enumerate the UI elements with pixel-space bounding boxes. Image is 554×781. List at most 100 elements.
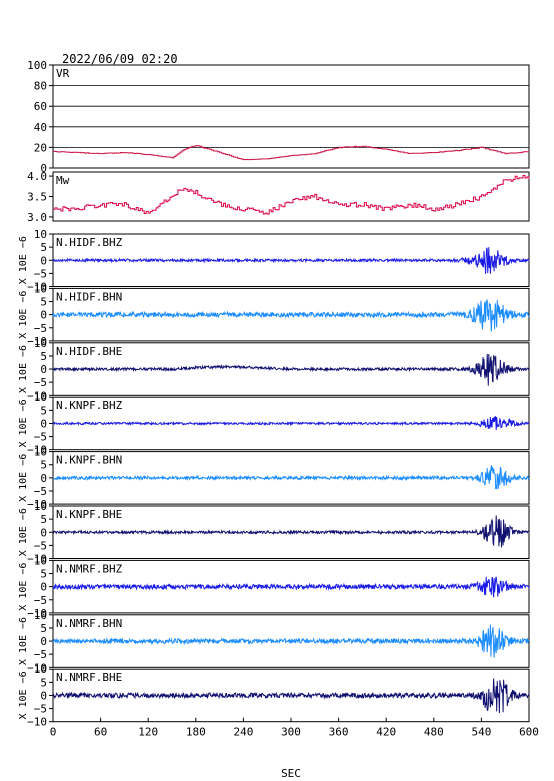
waveform-trace <box>52 624 530 658</box>
y-tick-label: −5 <box>34 703 47 716</box>
x-tick-label: 600 <box>519 726 539 739</box>
y-tick-label: 5 <box>40 350 47 363</box>
waveform-trace <box>52 576 530 598</box>
y-tick-label: −10 <box>27 335 47 348</box>
y-tick-label: 0 <box>40 417 47 430</box>
panel-label: N.NMRF.BHE <box>56 671 122 684</box>
waveform-y-label: X 10E −6 <box>18 617 29 665</box>
panel-label: N.NMRF.BHZ <box>56 562 123 575</box>
y-tick-label: −10 <box>27 389 47 402</box>
y-tick-label: −5 <box>34 431 47 444</box>
y-tick-label: 5 <box>40 296 47 309</box>
x-tick-label: 120 <box>138 726 158 739</box>
waveform-trace <box>52 299 530 332</box>
x-tick-label: 180 <box>186 726 206 739</box>
y-tick-label: −10 <box>27 498 47 511</box>
y-tick-label: −5 <box>34 376 47 389</box>
waveform-y-label: X 10E −6 <box>18 454 29 502</box>
y-tick-label: 10 <box>34 609 47 622</box>
panel-frame <box>52 64 530 169</box>
y-tick-label: 10 <box>34 554 47 567</box>
x-tick-label: 240 <box>233 726 253 739</box>
panel-label: N.KNPF.BHE <box>56 508 122 521</box>
waveform-y-label: X 10E −6 <box>18 671 29 719</box>
y-tick-label: 0 <box>40 689 47 702</box>
x-tick-label: 420 <box>376 726 396 739</box>
x-tick-label: 300 <box>281 726 301 739</box>
y-tick-label: −10 <box>27 281 47 294</box>
x-tick-label: 480 <box>424 726 444 739</box>
y-tick-label: 10 <box>34 282 47 295</box>
waveform-trace <box>52 416 530 431</box>
y-tick-label: 5 <box>40 513 47 526</box>
y-tick-label: 0 <box>40 581 47 594</box>
y-tick-label: 0 <box>40 363 47 376</box>
y-tick-label: −5 <box>34 267 47 280</box>
y-tick-label: −5 <box>34 485 47 498</box>
panel-0: 100 80 60 40 20 0 VR <box>27 59 530 175</box>
waveform-y-label: X 10E −6 <box>18 399 29 447</box>
panels-group: 100806040200VR4.03.53.0Mw1050−5−10N.HIDF… <box>18 59 530 729</box>
waveform-trace <box>52 353 530 386</box>
panel-frame <box>52 171 530 222</box>
panel-label: VR <box>56 67 70 80</box>
y-tick-label: 10 <box>34 500 47 513</box>
y-tick-label: −10 <box>27 607 47 620</box>
vr-series-line <box>53 145 530 161</box>
y-tick-label: 5 <box>40 568 47 581</box>
y-tick-label: 100 <box>27 59 47 72</box>
panel-label: N.HIDF.BHE <box>56 345 122 358</box>
y-tick-label: 5 <box>40 404 47 417</box>
x-axis: 0 60 120 180 240 300 360 420 480 540 600 <box>50 717 539 739</box>
panel-label: N.HIDF.BHZ <box>56 236 123 249</box>
y-tick-label: −10 <box>27 716 47 729</box>
y-tick-label: −5 <box>34 539 47 552</box>
y-tick-label: 10 <box>34 391 47 404</box>
panel-label: Mw <box>56 174 70 187</box>
panel-1: 4.0 3.5 3.0 Mw <box>27 170 530 224</box>
y-tick-label: 20 <box>34 141 47 154</box>
waveform-y-label: X 10E −6 <box>18 508 29 556</box>
y-tick-label: 4.0 <box>27 170 47 183</box>
waveform-trace <box>52 465 530 490</box>
y-tick-label: 5 <box>40 676 47 689</box>
mw-series-line <box>53 175 530 215</box>
y-tick-label: −10 <box>27 553 47 566</box>
x-tick-label: 60 <box>94 726 107 739</box>
y-tick-label: 5 <box>40 622 47 635</box>
y-tick-label: 10 <box>34 446 47 459</box>
waveform-y-label: X 10E −6 <box>18 345 29 393</box>
y-tick-label: 0 <box>40 254 47 267</box>
y-tick-label: 5 <box>40 459 47 472</box>
panel-label: N.KNPF.BHZ <box>56 399 123 412</box>
y-tick-label: 0 <box>40 162 47 175</box>
panel-label: N.KNPF.BHN <box>56 454 122 467</box>
y-tick-label: 80 <box>34 80 47 93</box>
waveform-y-label: X 10E −6 <box>18 291 29 339</box>
waveform-y-label: X 10E −6 <box>18 236 29 284</box>
y-tick-label: 60 <box>34 100 47 113</box>
y-tick-label: 0 <box>40 309 47 322</box>
y-tick-label: 10 <box>34 337 47 350</box>
datetime-label: 2022/06/09 02:20 <box>62 52 178 66</box>
y-tick-label: 10 <box>34 663 47 676</box>
y-tick-label: −5 <box>34 322 47 335</box>
panel-label: N.HIDF.BHN <box>56 290 122 303</box>
x-tick-label: 360 <box>329 726 349 739</box>
y-tick-label: 3.0 <box>27 211 47 224</box>
y-tick-label: −10 <box>27 444 47 457</box>
waveform-trace <box>52 247 530 274</box>
waveform-y-label: X 10E −6 <box>18 563 29 611</box>
y-tick-label: 0 <box>40 635 47 648</box>
y-tick-label: −5 <box>34 648 47 661</box>
